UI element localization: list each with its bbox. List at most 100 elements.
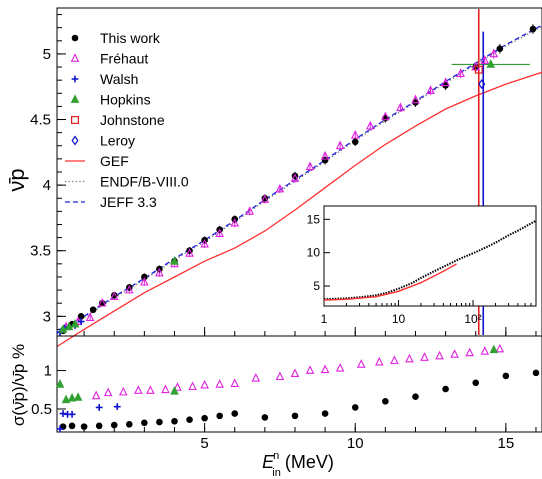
series-fre-haut-point [489, 48, 499, 58]
ratio-series-this-work-point [68, 422, 76, 430]
ratio-series-walsh-point [113, 403, 121, 411]
legend-entry-jeff-3-3-label: JEFF 3.3 [100, 194, 157, 210]
series-this-work-point [529, 25, 537, 33]
series-fre-haut-point [97, 297, 107, 307]
ratio-series-fre-haut-point [435, 350, 444, 360]
ratio-series-fre-haut-point [390, 355, 399, 364]
ratio-panel: 0.51 σ(ν̄p)/ν̄p % [9, 335, 542, 433]
legend-entry-johnstone-label: Johnstone [100, 112, 165, 128]
ratio-series-this-work-point [291, 412, 299, 420]
series-fre-haut-point [480, 55, 490, 64]
legend-entry-walsh-swatch [71, 75, 79, 83]
ratio-series-fre-haut-point [118, 386, 128, 396]
series-fre-haut-point [275, 183, 285, 193]
series-fre-haut-point [411, 94, 420, 104]
ratio-series-this-work-point [95, 422, 103, 430]
ratio-series-fre-haut-point [91, 390, 101, 400]
inset-x-tick-label-2: 10² [464, 312, 481, 326]
main-y-tick-label-3: 3 [43, 308, 51, 325]
legend-entry-johnstone-swatch [70, 115, 79, 124]
ratio-series-fre-haut-point [420, 352, 429, 361]
series-hopkins-point [58, 324, 68, 333]
ratio-series-this-work-point [442, 385, 449, 393]
x-tick-label-10: 10 [347, 435, 364, 452]
legend-entry-endf-b-viii-0-label: ENDF/B-VIII.0 [100, 174, 189, 190]
ratio-series-walsh-point [56, 425, 64, 433]
ratio-series-fre-haut-point [161, 384, 170, 394]
ratio-series-this-work-point [216, 412, 223, 420]
ratio-ylabel: σ(ν̄p)/ν̄p % [9, 344, 28, 426]
series-hopkins-point [64, 321, 74, 331]
main-axis-ticks: 3 3.5 4 4.5 5 [30, 14, 537, 336]
ratio-series-this-work-point [80, 423, 88, 430]
series-fre-haut-point [109, 291, 119, 300]
ratio-series-fre-haut-point [200, 379, 209, 389]
x-label-sup: n [273, 450, 279, 462]
inset-axis-ticks: 1 10 10² 5 10 15 [307, 212, 537, 326]
ratio-data-points [55, 343, 540, 433]
ratio-series-this-work-point [231, 410, 239, 417]
ratio-series-this-work-point [351, 404, 359, 411]
series-this-work-point [496, 45, 504, 52]
ratio-series-this-work-point [110, 421, 118, 429]
ratio-series-fre-haut-point [103, 387, 113, 397]
ratio-series-hopkins-point [489, 344, 499, 354]
inset-y-tick-label-15: 15 [307, 212, 321, 226]
series-fre-haut-point [290, 173, 300, 182]
series-fre-haut-point [381, 111, 390, 121]
series-fre-haut-point [200, 238, 209, 248]
x-label-base: E [262, 452, 275, 472]
ratio-series-this-work-point [382, 397, 389, 405]
inset-y-tick-label-5: 5 [313, 279, 320, 293]
series-fre-haut-point [441, 77, 450, 87]
x-label-unit: (MeV) [285, 452, 334, 472]
ratio-series-fre-haut-point [375, 356, 384, 366]
series-fre-haut-point [350, 130, 360, 139]
ratio-series-this-work-point [412, 393, 419, 400]
ratio-series-fre-haut-point [134, 385, 143, 394]
ratio-series-walsh-point [95, 404, 103, 411]
series-fre-haut-point [456, 68, 465, 77]
ratio-series-fre-haut-point [305, 365, 315, 374]
legend-entry-walsh-label: Walsh [100, 71, 138, 87]
ratio-series-this-work-point [186, 416, 193, 424]
series-fre-haut-point [230, 217, 240, 227]
series-fre-haut-point [245, 206, 255, 215]
inset-series-gef-line [323, 263, 457, 301]
series-fre-haut-point [335, 140, 345, 150]
series-fre-haut-point [155, 267, 164, 277]
series-hopkins-point [486, 59, 496, 68]
legend-entry-fre-haut-swatch [70, 53, 80, 62]
ratio-series-this-work-point [141, 419, 148, 427]
ratio-series-this-work-point [201, 414, 208, 422]
legend-entry-fre-haut-label: Fréhaut [100, 51, 148, 67]
ratio-series-hopkins-point [61, 394, 71, 404]
series-fre-haut-point [320, 151, 330, 160]
main-y-tick-label-4: 4 [43, 177, 51, 194]
inset-x-tick-label-1: 10 [392, 312, 406, 326]
ratio-series-fre-haut-point [356, 359, 366, 368]
series-fre-haut-point [185, 248, 194, 257]
ratio-series-fre-haut-point [405, 353, 414, 363]
series-leroy-point [478, 79, 486, 90]
legend-entry-this-work-label: This work [100, 30, 161, 46]
series-fre-haut-point [215, 228, 224, 238]
inset-series-endf-b-viii-0-line [323, 219, 537, 301]
ratio-series-hopkins-point [73, 392, 83, 401]
series-walsh-point [77, 318, 85, 325]
series-this-work-point [351, 138, 359, 146]
x-tick-label-15: 15 [498, 435, 515, 452]
series-fre-haut-point [366, 120, 375, 130]
ratio-series-fre-haut-point [230, 378, 240, 387]
main-y-tick-label-5: 5 [43, 46, 51, 63]
ratio-axis-ticks: 0.51 [31, 363, 537, 432]
ratio-series-hopkins-point [55, 379, 65, 388]
series-fre-haut-point [85, 312, 95, 321]
series-this-work-point [77, 313, 85, 320]
x-axis-label: En in (MeV) [262, 450, 334, 479]
series-fre-haut-point [396, 102, 405, 112]
x-label-sub: in [272, 467, 281, 479]
legend: This work Fréhaut Walsh Hopkins Johnstone Ler… [65, 30, 189, 210]
ratio-series-fre-haut-point [465, 347, 474, 357]
